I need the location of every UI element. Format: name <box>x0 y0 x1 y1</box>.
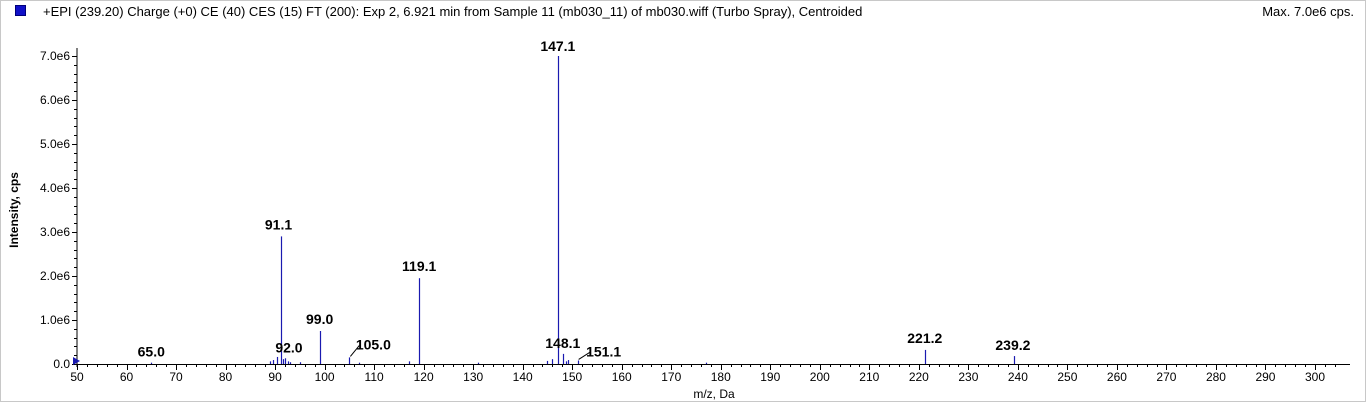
x-tick-label: 260 <box>1107 370 1127 384</box>
y-tick-label: 0.0 <box>53 357 70 371</box>
spectrum-title: +EPI (239.20) Charge (+0) CE (40) CES (1… <box>43 4 863 19</box>
y-tick-label: 5.0e6 <box>40 137 70 151</box>
x-tick-label: 270 <box>1156 370 1176 384</box>
max-intensity-label: Max. 7.0e6 cps. <box>1262 4 1354 19</box>
x-tick-label: 120 <box>414 370 434 384</box>
y-tick-label: 1.0e6 <box>40 313 70 327</box>
x-tick-label: 180 <box>711 370 731 384</box>
peak-label: 65.0 <box>138 344 165 360</box>
y-axis-title: Intensity, cps <box>7 172 21 248</box>
peak-label: 105.0 <box>356 336 391 352</box>
x-tick-label: 100 <box>315 370 335 384</box>
peak-label: 99.0 <box>306 311 333 327</box>
chart-header: +EPI (239.20) Charge (+0) CE (40) CES (1… <box>0 0 1366 24</box>
x-tick-label: 50 <box>70 370 84 384</box>
x-tick-label: 60 <box>120 370 134 384</box>
series-legend-swatch[interactable] <box>15 5 26 16</box>
y-tick-label: 4.0e6 <box>40 181 70 195</box>
x-tick-label: 160 <box>612 370 632 384</box>
x-axis-title: m/z, Da <box>693 387 735 401</box>
peak-label: 148.1 <box>545 335 580 351</box>
peak-label: 147.1 <box>540 38 575 54</box>
peak-label: 92.0 <box>275 339 302 355</box>
x-tick-label: 200 <box>810 370 830 384</box>
peak-label-leader <box>578 352 590 360</box>
x-tick-label: 300 <box>1305 370 1325 384</box>
peak-label-leader <box>349 345 360 357</box>
peak-label: 239.2 <box>995 337 1030 353</box>
y-tick-label: 6.0e6 <box>40 93 70 107</box>
x-tick-label: 110 <box>365 370 384 384</box>
chart-peak-labels: 65.0 91.1 92.099.0 105.0 119.1 147.1 148.1 151.… <box>138 38 1031 360</box>
x-tick-label: 90 <box>268 370 282 384</box>
peak-label: 91.1 <box>265 216 292 232</box>
peak-label: 151.1 <box>586 343 621 359</box>
x-tick-label: 170 <box>661 370 681 384</box>
y-tick-label: 2.0e6 <box>40 269 70 283</box>
y-tick-label: 7.0e6 <box>40 49 70 63</box>
x-tick-label: 280 <box>1206 370 1226 384</box>
x-tick-label: 190 <box>760 370 780 384</box>
y-tick-label: 3.0e6 <box>40 225 70 239</box>
x-tick-label: 220 <box>909 370 929 384</box>
peak-label: 221.2 <box>907 330 942 346</box>
x-tick-label: 150 <box>562 370 582 384</box>
x-tick-label: 140 <box>513 370 533 384</box>
x-tick-label: 130 <box>463 370 483 384</box>
chart-peaks <box>150 56 1016 364</box>
x-tick-label: 210 <box>859 370 879 384</box>
x-tick-label: 290 <box>1255 370 1275 384</box>
chart-axes: 50 60 70 80 90 100 110 120 130 140 150 160 170 180 190… <box>40 48 1350 384</box>
x-tick-label: 70 <box>169 370 183 384</box>
peak-label: 119.1 <box>402 258 436 274</box>
x-tick-label: 230 <box>958 370 978 384</box>
x-tick-label: 250 <box>1057 370 1077 384</box>
x-tick-label: 240 <box>1008 370 1028 384</box>
x-tick-label: 80 <box>219 370 233 384</box>
origin-marker-icon <box>73 357 80 365</box>
